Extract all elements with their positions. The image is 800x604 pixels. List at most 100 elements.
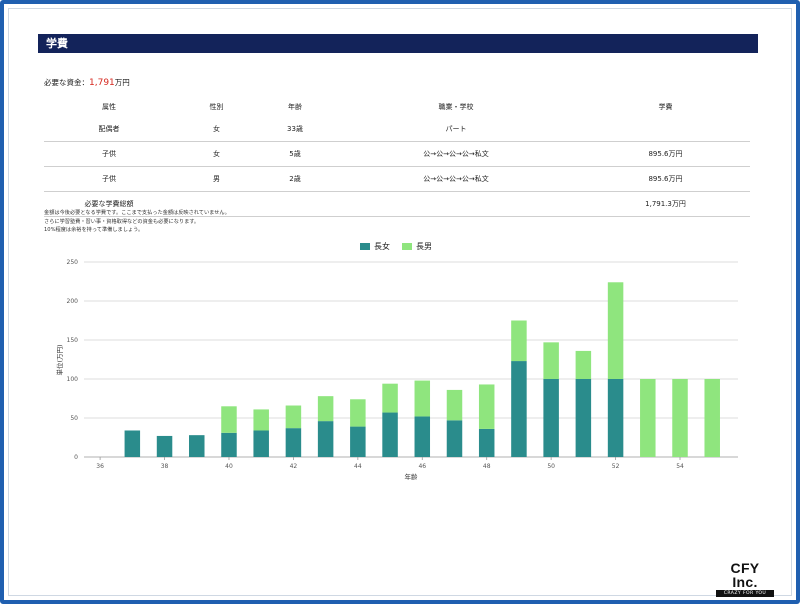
y-tick-label: 50	[70, 415, 78, 422]
bar-segment-eldest-daughter	[350, 426, 366, 457]
bar-segment-eldest-daughter	[189, 435, 205, 457]
y-tick-label: 150	[67, 337, 79, 344]
column-header: 性別	[209, 102, 224, 111]
table-row: 子供 女 5歳 公→公→公→公→私文 895.6万円	[44, 141, 750, 167]
x-tick-label: 54	[676, 463, 684, 470]
bar-segment-eldest-daughter	[124, 430, 141, 457]
logo-tagline: CRAZY FOR YOU	[716, 590, 774, 597]
bar-segment-eldest-daughter	[285, 428, 302, 457]
x-tick-label: 44	[354, 463, 362, 470]
table-total-row: 必要な学費総額 1,791.3万円	[44, 191, 750, 217]
bar-segment-eldest-daughter	[317, 421, 334, 457]
column-header: 職業・学校	[438, 102, 474, 111]
x-tick-label: 38	[161, 463, 169, 470]
bar-segment-eldest-daughter	[446, 420, 463, 457]
legend-swatch	[402, 243, 412, 250]
table-cell: 女	[174, 141, 259, 167]
legend-label: 長男	[416, 242, 432, 251]
table-row: 子供 男 2歳 公→公→公→公→私文 895.6万円	[44, 166, 750, 192]
bar-segment-eldest-son	[414, 380, 431, 417]
section-header: 学費	[38, 34, 758, 53]
x-axis-label: 年齢	[405, 472, 419, 481]
table-cell: 895.6万円	[581, 166, 750, 192]
chart-legend: 長女 長男	[360, 241, 432, 252]
table-row: 配偶者 女 33歳 パート	[44, 117, 750, 142]
bar-segment-eldest-son	[382, 383, 398, 413]
table-cell: 男	[174, 166, 259, 192]
table-cell: 895.6万円	[581, 141, 750, 167]
table-cell: 公→公→公→公→私文	[331, 141, 581, 167]
table-cell: 配偶者	[44, 117, 174, 142]
x-tick-label: 50	[547, 463, 555, 470]
total-label: 必要な学費総額	[44, 191, 174, 217]
table-cell: 5歳	[259, 141, 331, 167]
bar-segment-eldest-daughter	[414, 416, 431, 457]
required-funds-unit: 万円	[114, 78, 130, 87]
company-logo: CFY Inc. CRAZY FOR YOU	[716, 561, 774, 597]
bar-segment-eldest-daughter	[511, 361, 527, 457]
bar-segment-eldest-son	[253, 409, 269, 431]
page-inner-border	[8, 8, 792, 596]
y-tick-label: 200	[67, 298, 79, 305]
bar-segment-eldest-son	[478, 384, 495, 429]
table-cell: 2歳	[259, 166, 331, 192]
note-line: 10%程度は余裕を持って準備しましょう。	[44, 227, 144, 233]
bar-segment-eldest-son	[221, 406, 237, 433]
note-line: さらに学習塾費・習い事・資格取得などの資金も必要になります。	[44, 218, 200, 225]
bar-segment-eldest-son	[640, 379, 656, 457]
bar-segment-eldest-son	[672, 379, 688, 457]
bar-segment-eldest-son	[543, 342, 559, 379]
bar-segment-eldest-son	[350, 399, 366, 427]
required-funds: 必要な資金：1,791万円	[44, 77, 130, 88]
bar-segment-eldest-son	[607, 282, 624, 379]
bar-segment-eldest-daughter	[382, 412, 398, 457]
logo-brand: CFY Inc.	[730, 560, 760, 590]
legend-item[interactable]: 長男	[402, 241, 432, 252]
y-axis-label: 単位(万円)	[55, 344, 64, 375]
table-cell: 子供	[44, 166, 174, 192]
section-title: 学費	[46, 37, 68, 50]
bar-segment-eldest-daughter	[253, 430, 269, 457]
column-header: 属性	[102, 102, 116, 111]
bar-segment-eldest-son	[285, 405, 302, 429]
table-cell: パート	[331, 117, 581, 142]
bar-segment-eldest-son	[446, 389, 463, 421]
legend-label: 長女	[374, 242, 390, 251]
required-funds-amount: 1,791	[89, 78, 115, 88]
table-cell: 公→公→公→公→私文	[331, 166, 581, 192]
column-header: 学費	[658, 102, 673, 111]
bar-segment-eldest-son	[511, 320, 527, 362]
x-tick-label: 36	[96, 463, 104, 470]
table-cell: 33歳	[259, 117, 331, 142]
x-tick-label: 42	[290, 463, 298, 470]
y-tick-label: 0	[74, 454, 78, 461]
column-header: 年齢	[288, 102, 302, 111]
legend-swatch	[360, 243, 370, 250]
bar-segment-eldest-daughter	[156, 435, 173, 457]
legend-item[interactable]: 長女	[360, 241, 390, 252]
bar-segment-eldest-daughter	[221, 432, 237, 457]
table-header-row: 属性 性別 年齢 職業・学校 学費	[44, 96, 750, 117]
note-line: 金額は今後必要となる学費です。ここまで支払った金額は反映されていません。	[44, 210, 230, 216]
table-cell: 女	[174, 117, 259, 142]
table-cell: 子供	[44, 141, 174, 167]
y-tick-label: 250	[67, 259, 79, 266]
bar-segment-eldest-daughter	[607, 379, 624, 457]
x-tick-label: 48	[483, 463, 491, 470]
total-value: 1,791.3万円	[581, 191, 750, 217]
bar-segment-eldest-son	[704, 379, 720, 457]
x-tick-label: 52	[612, 463, 620, 470]
bar-segment-eldest-son	[317, 396, 334, 422]
bar-segment-eldest-son	[575, 350, 592, 379]
x-tick-label: 40	[225, 463, 233, 470]
y-tick-label: 100	[67, 376, 79, 383]
notes: 金額は今後必要となる学費です。ここまで支払った金額は反映されていません。 さらに…	[44, 209, 230, 235]
bar-segment-eldest-daughter	[543, 379, 559, 457]
table-cell	[581, 117, 750, 142]
education-cost-table: 属性 性別 年齢 職業・学校 学費 配偶者 女 33歳 パート 子供 女 5歳 …	[44, 96, 750, 217]
bar-segment-eldest-daughter	[478, 428, 495, 457]
required-funds-label: 必要な資金：	[44, 78, 89, 87]
x-tick-label: 46	[418, 463, 426, 470]
